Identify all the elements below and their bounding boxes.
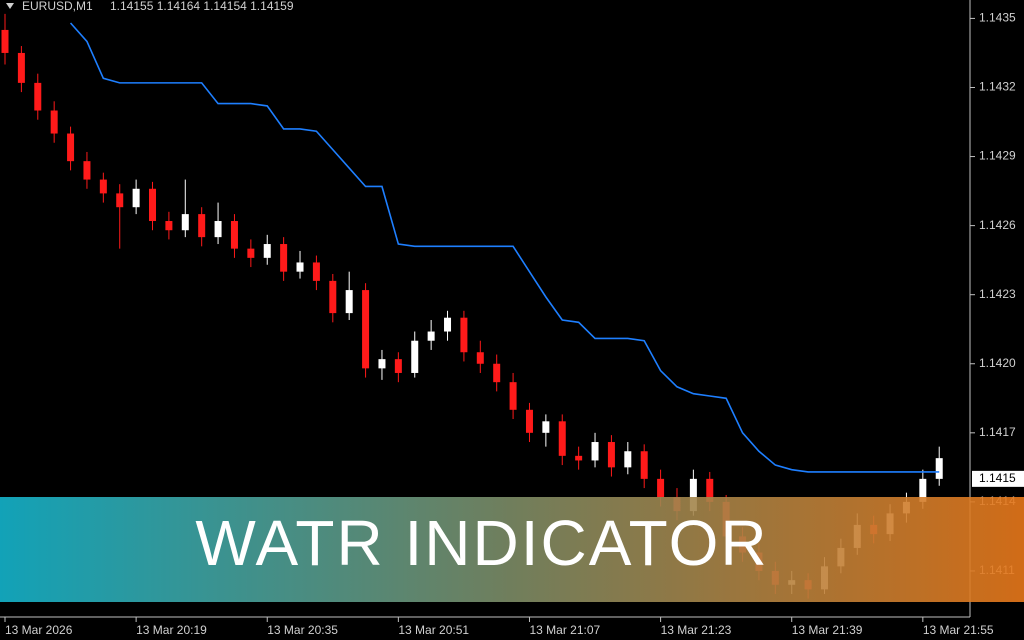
- candle-body: [312, 262, 320, 281]
- candle-body: [99, 179, 107, 194]
- price-label-box: [972, 470, 1024, 487]
- candle-body: [591, 442, 599, 461]
- candle-body: [329, 280, 337, 314]
- candle-body: [67, 133, 75, 162]
- candle-body: [165, 221, 173, 231]
- candle-body: [280, 244, 288, 272]
- x-tick-label: 13 Mar 20:19: [136, 623, 207, 637]
- candle-body: [132, 188, 140, 208]
- candle-body: [657, 478, 665, 498]
- candle-body: [706, 478, 714, 502]
- candle-body: [444, 317, 452, 332]
- ohlc-readout: 1.14155 1.14164 1.14154 1.14159: [110, 0, 294, 13]
- candle-body: [689, 478, 697, 512]
- x-tick-label: 13 Mar 21:23: [661, 623, 732, 637]
- candle-body: [476, 352, 484, 364]
- y-tick-label: 1.1426: [979, 218, 1016, 232]
- candle-body: [525, 409, 533, 433]
- x-tick-label: 13 Mar 20:51: [398, 623, 469, 637]
- banner: [0, 497, 1024, 602]
- candle-body: [362, 290, 370, 369]
- candle-body: [17, 52, 25, 83]
- candle-body: [1, 29, 9, 53]
- x-tick-label: 13 Mar 21:07: [529, 623, 600, 637]
- candle-body: [607, 442, 615, 468]
- candle-body: [575, 455, 583, 461]
- candle-body: [394, 359, 402, 373]
- candle-body: [542, 421, 550, 433]
- candle-body: [493, 363, 501, 383]
- x-tick-label: 13 Mar 21:55: [923, 623, 994, 637]
- x-tick-label: 13 Mar 21:39: [792, 623, 863, 637]
- y-tick-label: 1.1420: [979, 356, 1016, 370]
- plot-area: [1, 13, 943, 599]
- candle-body: [624, 451, 632, 468]
- y-tick-label: 1.1423: [979, 287, 1016, 301]
- candle-body: [230, 221, 238, 249]
- y-tick-label: 1.1435: [979, 11, 1016, 25]
- candle-body: [411, 340, 419, 373]
- symbol-menu-icon[interactable]: [6, 3, 14, 9]
- y-tick-label: 1.1429: [979, 149, 1016, 163]
- candle-body: [50, 110, 58, 134]
- candle-body: [919, 478, 927, 502]
- candle-body: [214, 221, 222, 238]
- y-tick-label: 1.1417: [979, 425, 1016, 439]
- price-label: 1.1415: [979, 471, 1016, 485]
- x-tick-label: 13 Mar 2026: [5, 623, 73, 637]
- candle-body: [460, 317, 468, 353]
- banner-title: WATR INDICATOR: [195, 507, 768, 579]
- candle-body: [427, 331, 435, 341]
- candle-body: [116, 193, 124, 208]
- y-tick-label: 1.1432: [979, 80, 1016, 94]
- candle-body: [378, 359, 386, 369]
- candle-body: [509, 382, 517, 410]
- candle-body: [198, 214, 206, 238]
- candle-body: [149, 188, 157, 222]
- candle-body: [247, 248, 255, 258]
- symbol: EURUSD,M1: [22, 0, 93, 13]
- candle-body: [263, 244, 271, 258]
- candle-body: [181, 214, 189, 231]
- candle-body: [83, 161, 91, 180]
- candle-body: [558, 421, 566, 456]
- candle-body: [34, 82, 42, 111]
- candle-body: [296, 262, 304, 272]
- candle-body: [345, 290, 353, 314]
- x-tick-label: 13 Mar 20:35: [267, 623, 338, 637]
- candle-body: [935, 458, 943, 479]
- candle-body: [640, 451, 648, 479]
- watr-line: [69, 22, 940, 473]
